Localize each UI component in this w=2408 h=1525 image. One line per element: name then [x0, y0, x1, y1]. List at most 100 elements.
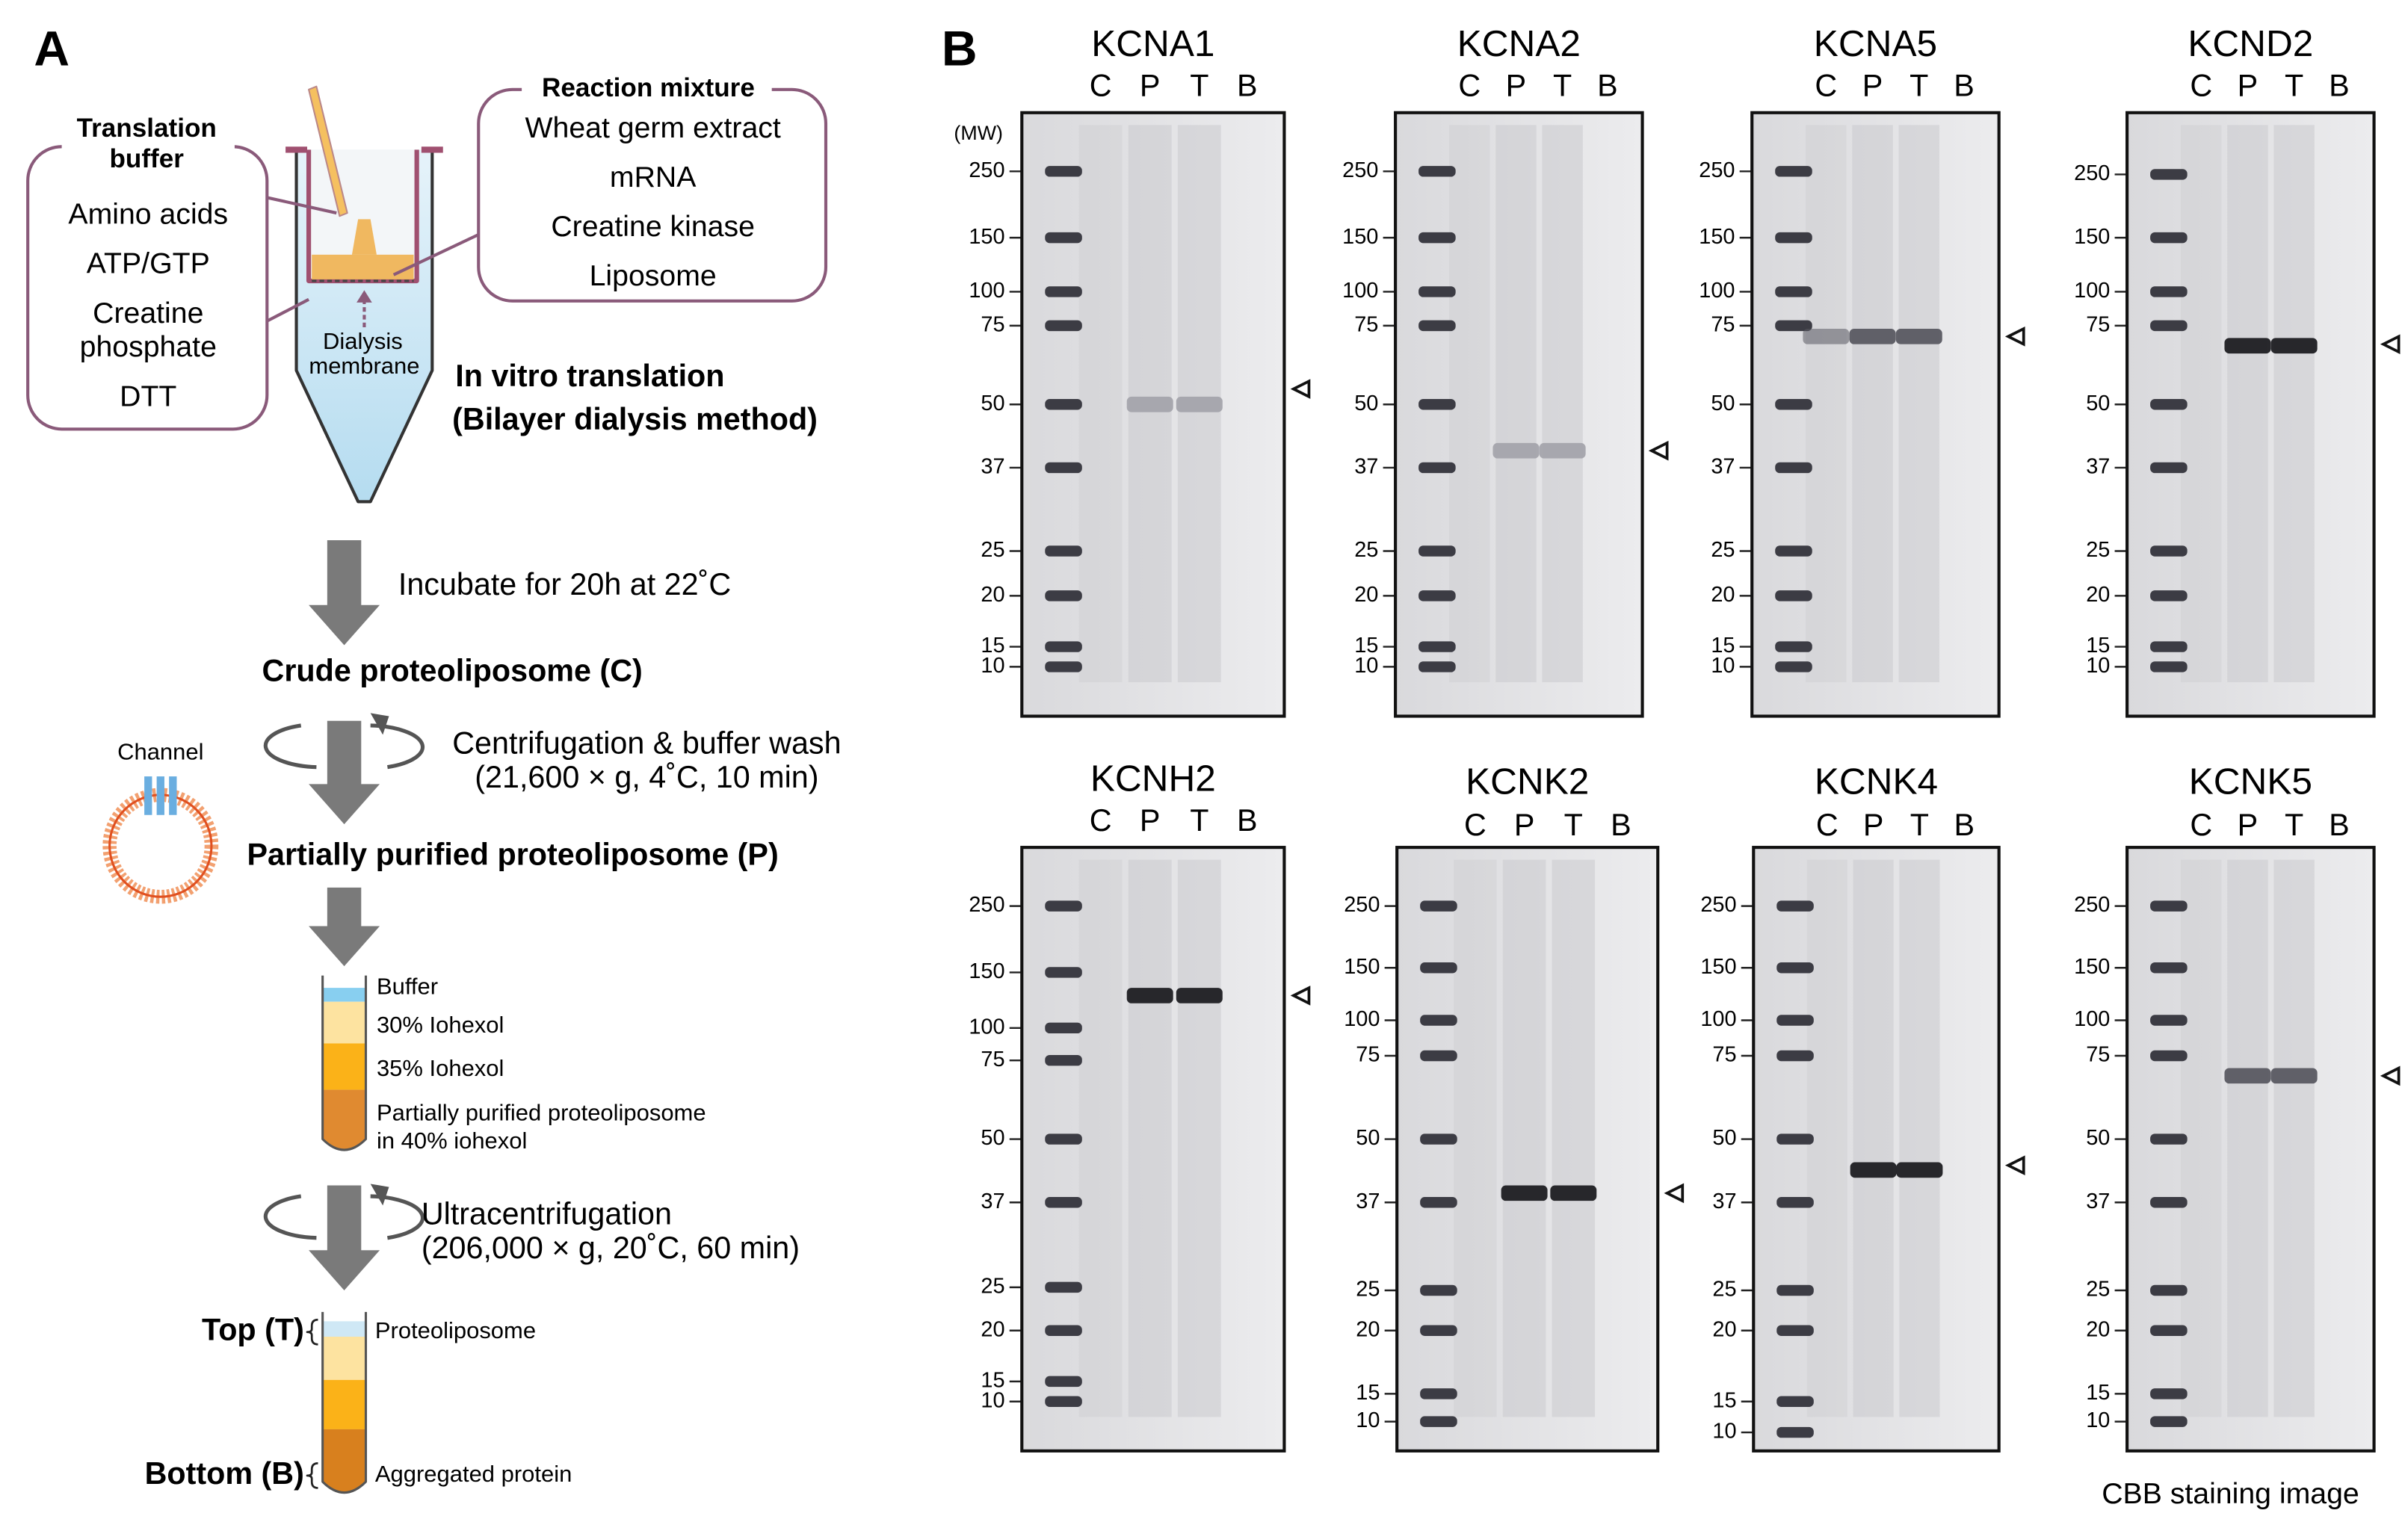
tick-label: 100 [2074, 279, 2110, 303]
tick-label: 25 [1356, 1278, 1380, 1302]
ladder-band [1775, 286, 1812, 297]
protein-band [2224, 1068, 2271, 1084]
gel-title: KCNA5 [1814, 22, 1937, 64]
ladder-band [2150, 1050, 2188, 1062]
lane-label: P [1863, 808, 1884, 842]
tick-label: 250 [1700, 893, 1736, 917]
tick-label: 150 [969, 225, 1004, 249]
tick-label: 15 [2086, 634, 2110, 658]
ladder-band [1045, 1396, 1082, 1407]
gel-title: KCNK2 [1466, 761, 1589, 802]
connector-head [356, 290, 372, 303]
ladder-band [1420, 1133, 1457, 1145]
layer-label: 35% Iohexol [377, 1055, 504, 1081]
ladder-band [1418, 661, 1456, 672]
tick-label: 10 [2086, 654, 2110, 678]
ladder-band [2150, 232, 2188, 244]
lane-label: B [2329, 69, 2350, 103]
ladder-band [2150, 286, 2188, 297]
gel-title: KCND2 [2188, 22, 2313, 64]
item: phosphate [80, 330, 217, 363]
protein-band [1849, 329, 1896, 344]
ladder-band [1045, 1281, 1082, 1293]
item: Amino acids [68, 198, 228, 231]
tick-label: 50 [1356, 1126, 1380, 1150]
annotation: Dialysis [323, 328, 403, 354]
ladder-band [1775, 590, 1812, 601]
arrow [309, 887, 380, 967]
tick-label: 20 [1711, 583, 1735, 607]
lane-smear [1898, 125, 1939, 683]
lane-smear [2227, 859, 2268, 1417]
ladder-band [2150, 1197, 2188, 1208]
item: Creatine kinase [551, 210, 755, 243]
tick-label: 25 [981, 1275, 1004, 1299]
gel-frame [2125, 111, 2376, 718]
ladder-band [1775, 545, 1812, 557]
band-arrow [1664, 1183, 1685, 1204]
lane-label: P [2238, 808, 2259, 842]
pipette [308, 85, 348, 217]
gel-title: KCNA2 [1457, 22, 1581, 64]
tick-label: 250 [1342, 158, 1378, 182]
ladder-band [1776, 1133, 1814, 1145]
ladder-band [1775, 320, 1812, 332]
lane-label: P [2238, 69, 2259, 103]
tick-label: 75 [1356, 1043, 1380, 1067]
ladder-band [2150, 1325, 2188, 1336]
ladder-band [2150, 545, 2188, 557]
tick-label: 150 [2074, 225, 2110, 249]
tick-label: 37 [981, 455, 1004, 479]
tick-label: 15 [981, 1369, 1004, 1393]
ladder-band [2150, 1388, 2188, 1399]
arrows [309, 540, 380, 1290]
fraction-label: Bottom (B) [145, 1456, 304, 1491]
lane-label: B [1597, 69, 1618, 103]
brace [306, 1318, 318, 1489]
tick-label: 10 [1354, 654, 1378, 678]
ladder-band [1420, 1325, 1457, 1336]
ladder-band [1775, 166, 1812, 177]
tick-label: 20 [2086, 583, 2110, 607]
box-title: Translation [77, 114, 217, 143]
tick-label: 15 [1711, 634, 1735, 658]
ladder-band [1418, 462, 1456, 474]
tick-label: 50 [1712, 1126, 1736, 1150]
ladder-band [1420, 1197, 1457, 1208]
ladder-band [1776, 900, 1814, 912]
ladder-band [1776, 1426, 1814, 1438]
tick-label: 75 [2086, 313, 2110, 337]
item: Creatine [93, 297, 203, 330]
lane-label: T [1910, 808, 1929, 842]
ladder-band [2150, 1133, 2188, 1145]
channel-icon [144, 776, 177, 815]
ladder-band [1776, 1396, 1814, 1407]
ladder-band [1418, 232, 1456, 244]
protein-band [1126, 396, 1173, 412]
tube [321, 975, 368, 1151]
ladder-band [1776, 1325, 1814, 1336]
mw-label: (MW) [954, 122, 1003, 144]
lane-label: B [1611, 808, 1631, 842]
tick-label: 15 [2086, 1381, 2110, 1405]
gel-title: KCNK5 [2189, 761, 2312, 802]
tick-label: 50 [981, 1126, 1004, 1150]
tick-label: 10 [981, 654, 1004, 678]
tick-label: 75 [1712, 1043, 1736, 1067]
tick-label: 100 [1699, 279, 1735, 303]
panel-a: A Translation buffer Amino acids ATP/GTP… [26, 22, 842, 1494]
tick-label: 75 [981, 313, 1004, 337]
lane-label: C [1816, 808, 1839, 842]
rotation [263, 1194, 425, 1240]
tick-label: 75 [981, 1048, 1004, 1071]
tick-label: 37 [1356, 1190, 1380, 1213]
layer-label: in 40% iohexol [377, 1127, 527, 1154]
annotation: Channel [117, 738, 203, 764]
tick-label: 250 [1344, 893, 1380, 917]
ladder-band [1418, 320, 1456, 332]
